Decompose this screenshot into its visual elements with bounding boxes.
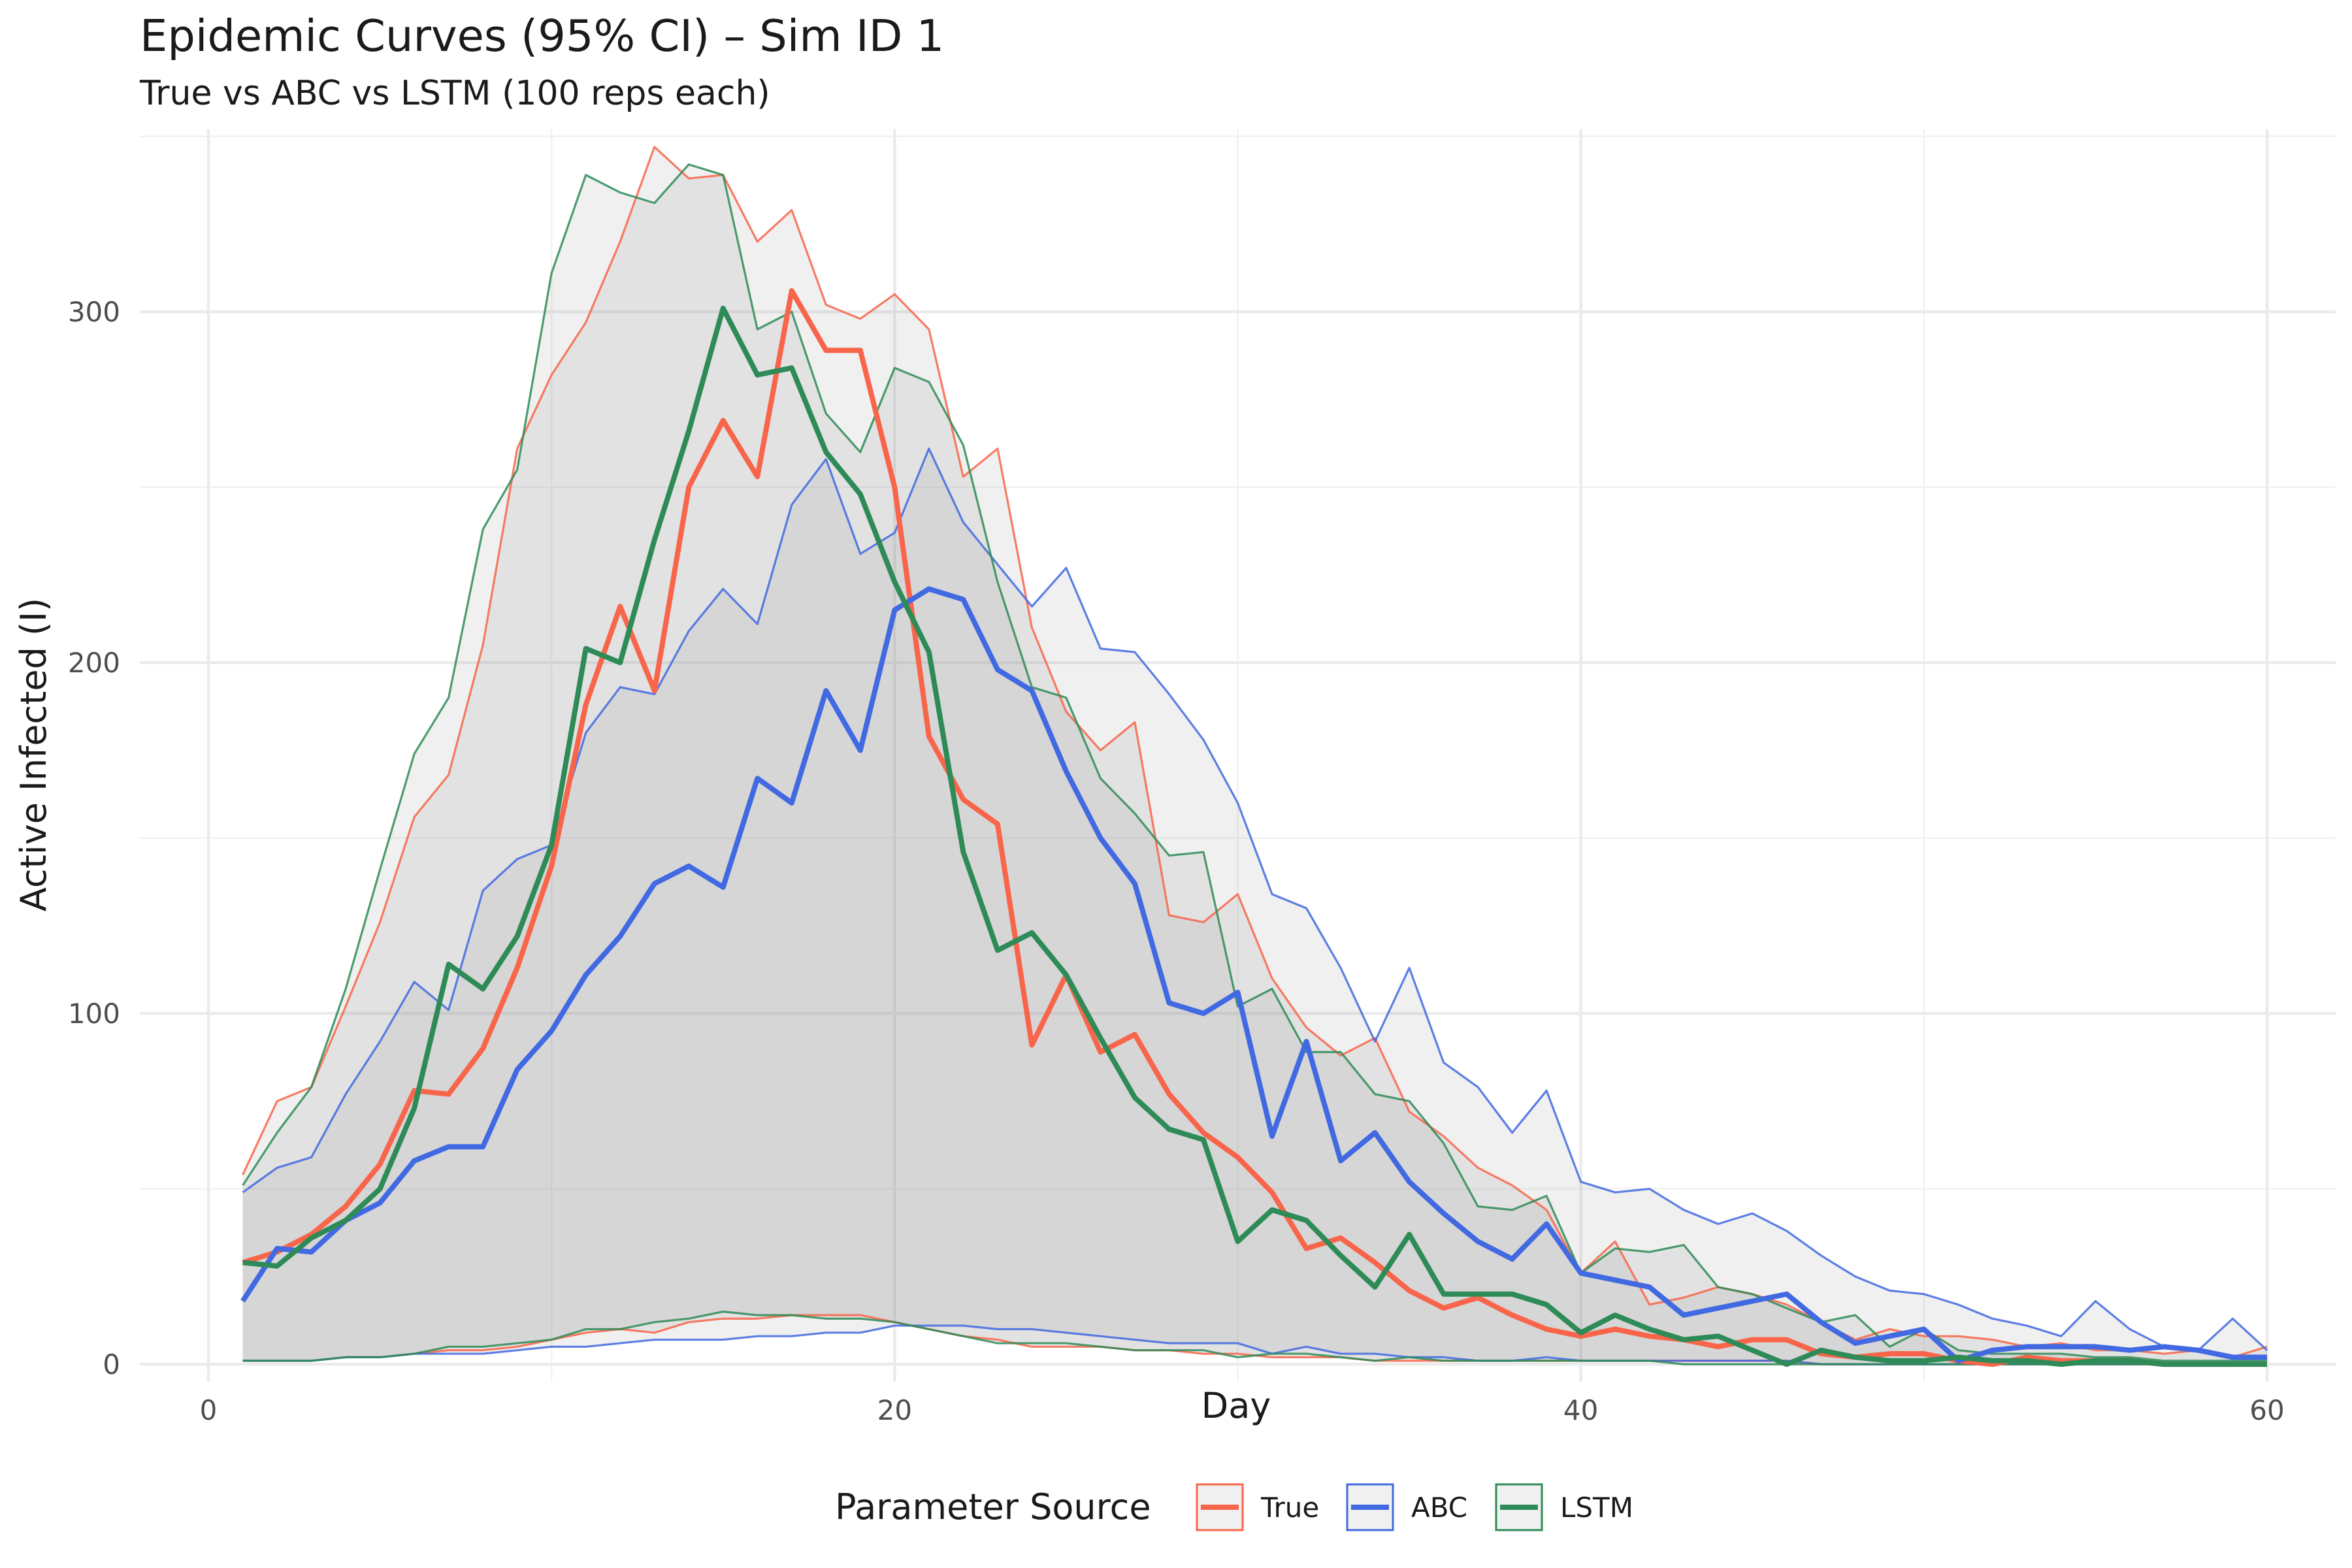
ci-band-layer <box>242 146 2267 1365</box>
y-tick-label: 0 <box>103 1348 120 1380</box>
x-tick-label: 0 <box>200 1394 218 1426</box>
chart-title: Epidemic Curves (95% CI) – Sim ID 1 <box>140 10 944 61</box>
legend-title: Parameter Source <box>835 1486 1151 1527</box>
chart-subtitle: True vs ABC vs LSTM (100 reps each) <box>139 74 770 113</box>
tick-layer: 0 20 40 60 0 100 200 300 <box>68 296 2285 1426</box>
x-tick-label: 40 <box>1563 1394 1598 1426</box>
ci-band-abc <box>242 448 2267 1365</box>
ci-lower-line-lstm <box>242 1311 2267 1365</box>
ci-upper-line-abc <box>242 448 2268 1352</box>
y-tick-label: 100 <box>68 998 120 1030</box>
series-line-layer <box>240 146 2268 1367</box>
y-tick-label: 200 <box>68 647 120 679</box>
legend-label-abc: ABC <box>1411 1492 1467 1524</box>
mean-line-true <box>242 288 2267 1367</box>
mean-line-lstm <box>242 305 2267 1367</box>
x-axis-title: Day <box>1201 1385 1271 1426</box>
x-tick-label: 20 <box>877 1394 912 1426</box>
ci-band-true <box>242 146 2267 1365</box>
legend-label-lstm: LSTM <box>1560 1492 1633 1524</box>
grid-layer <box>140 129 2336 1382</box>
legend: Parameter Source True ABC LSTM <box>835 1483 1633 1531</box>
y-tick-label: 300 <box>68 296 120 328</box>
legend-label-true: True <box>1260 1492 1319 1524</box>
x-tick-label: 60 <box>2249 1394 2284 1426</box>
mean-line-abc <box>240 586 2267 1364</box>
ci-band-lstm <box>242 164 2267 1365</box>
y-axis-title: Active Infected (I) <box>13 598 54 911</box>
